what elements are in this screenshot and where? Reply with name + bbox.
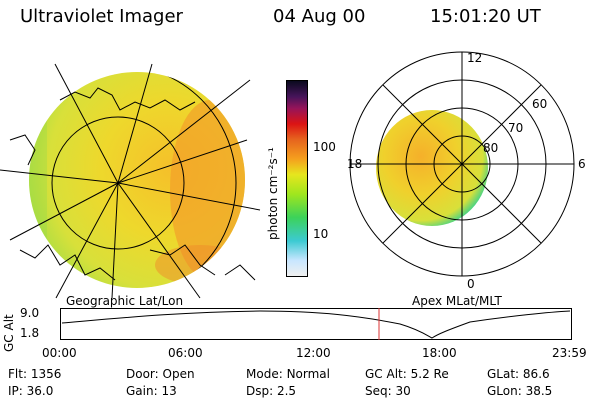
dsp-field: Dsp: 2.5 <box>246 384 296 398</box>
altitude-xtick-1800: 18:00 <box>422 346 457 360</box>
gcalt-label: GC Alt: <box>365 367 407 381</box>
mlat-70-label: 70 <box>508 121 523 135</box>
glon-label: GLon: <box>487 384 522 398</box>
seq-value: 30 <box>395 384 411 398</box>
altitude-ytick-9: 9.0 <box>20 306 40 320</box>
apex-label: Apex MLat/MLT <box>412 294 502 308</box>
mode-label: Mode: <box>246 367 283 381</box>
geographic-label: Geographic Lat/Lon <box>66 294 184 308</box>
altitude-xtick-0600: 06:00 <box>168 346 203 360</box>
glon-value: 38.5 <box>525 384 553 398</box>
mlt-6-label: 6 <box>578 157 586 171</box>
altitude-xtick-2359: 23:59 <box>552 346 587 360</box>
colorbar-gradient <box>287 81 307 276</box>
glat-value: 86.6 <box>522 367 550 381</box>
altitude-curve <box>61 310 571 339</box>
apex-polar-plot: 12 18 6 0 60 70 80 <box>347 51 586 291</box>
altitude-ytick-1-8: 1.8 <box>20 326 40 340</box>
apex-grid <box>349 51 575 277</box>
dsp-label: Dsp: <box>246 384 274 398</box>
altitude-ylabel: GC Alt <box>2 314 16 352</box>
flt-value: 1356 <box>30 367 62 381</box>
mlt-12-label: 12 <box>467 51 482 65</box>
colorbar-unit: photon cm⁻²s⁻¹ <box>266 147 280 240</box>
mode-field: Mode: Normal <box>246 367 330 381</box>
ip-value: 36.0 <box>26 384 54 398</box>
altitude-xtick-0000: 00:00 <box>42 346 77 360</box>
seq-label: Seq: <box>365 384 392 398</box>
gain-label: Gain: <box>126 384 158 398</box>
gain-value: 13 <box>161 384 177 398</box>
geo-grid <box>0 63 261 299</box>
time-label: 15:01:20 UT <box>430 6 541 27</box>
seq-field: Seq: 30 <box>365 384 411 398</box>
flt-field: Flt: 1356 <box>8 367 61 381</box>
mlat-60-label: 60 <box>532 97 547 111</box>
coastlines <box>9 87 256 281</box>
glat-label: GLat: <box>487 367 520 381</box>
gain-field: Gain: 13 <box>126 384 177 398</box>
ip-label: IP: <box>8 384 23 398</box>
mlat-80-label: 80 <box>483 141 498 155</box>
glat-field: GLat: 86.6 <box>487 367 550 381</box>
door-label: Door: <box>126 367 159 381</box>
altitude-plot-frame <box>60 308 572 340</box>
auroral-oval <box>376 110 488 226</box>
mlt-18-label: 18 <box>347 157 362 171</box>
ip-field: IP: 36.0 <box>8 384 53 398</box>
flt-label: Flt: <box>8 367 27 381</box>
colorbar-tick-100: 100 <box>313 140 336 154</box>
door-field: Door: Open <box>126 367 195 381</box>
altitude-xtick-1200: 12:00 <box>296 346 331 360</box>
dsp-value: 2.5 <box>276 384 297 398</box>
mlt-0-label: 0 <box>467 277 475 291</box>
altitude-plot <box>60 308 572 340</box>
mode-value: Normal <box>286 367 330 381</box>
glon-field: GLon: 38.5 <box>487 384 552 398</box>
door-value: Open <box>162 367 195 381</box>
gcalt-field: GC Alt: 5.2 Re <box>365 367 449 381</box>
instrument-title: Ultraviolet Imager <box>20 6 183 27</box>
colorbar-tick-10: 10 <box>313 227 329 241</box>
gcalt-value: 5.2 Re <box>410 367 449 381</box>
date-label: 04 Aug 00 <box>273 6 366 27</box>
colorbar <box>286 80 308 277</box>
geographic-image <box>0 63 261 299</box>
